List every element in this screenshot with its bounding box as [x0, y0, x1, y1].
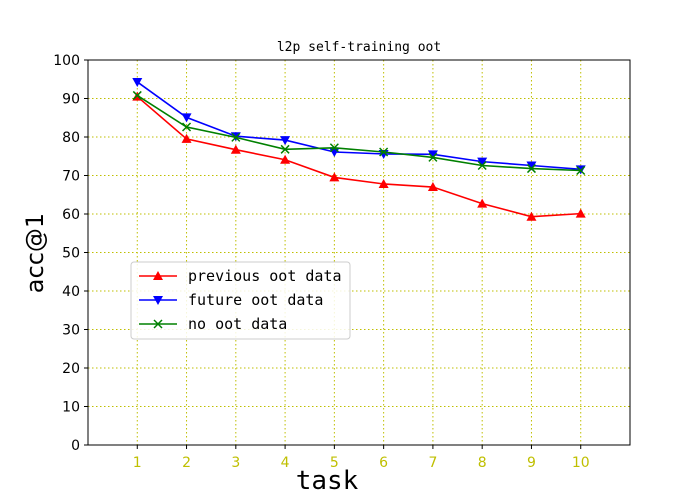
data-point-triangle-up-icon: [477, 198, 488, 208]
legend: previous oot data future oot data no oot d…: [130, 261, 351, 340]
y-tick-label: 50: [62, 246, 80, 262]
series-line-1: [136, 81, 581, 171]
data-point-triangle-up-icon: [378, 178, 389, 188]
legend-box: [130, 261, 351, 340]
triangle-up-icon: [153, 271, 163, 280]
data-point-triangle-down-icon: [526, 161, 537, 171]
x-tick-label: 6: [379, 455, 388, 471]
data-point-x-cross-icon: [379, 147, 389, 157]
x-tick-label: 5: [330, 455, 339, 471]
x-tick-label: 1: [133, 455, 142, 471]
y-tick-label: 60: [62, 207, 80, 223]
data-point-x-cross-icon: [428, 152, 438, 162]
x-tick-label: 4: [281, 455, 290, 471]
y-tick-label: 80: [62, 130, 80, 146]
data-point-x-cross-icon: [526, 164, 536, 174]
data-point-triangle-down-icon: [427, 150, 438, 160]
y-tick-label: 10: [62, 400, 80, 416]
y-tick-label: 100: [53, 53, 80, 69]
y-tick-label: 70: [62, 169, 80, 185]
data-point-x-cross-icon: [132, 90, 142, 100]
grid-lines: [88, 59, 630, 446]
data-point-triangle-up-icon: [329, 172, 340, 182]
series-line-2: [136, 94, 581, 172]
y-tick-label: 40: [62, 284, 80, 300]
x-tick-label: 3: [231, 455, 240, 471]
legend-label: previous oot data: [188, 267, 342, 285]
chart-title: l2p self-training oot: [277, 40, 441, 55]
data-point-triangle-down-icon: [477, 157, 488, 167]
data-point-triangle-down-icon: [280, 136, 291, 146]
x-tick-label: 2: [182, 455, 191, 471]
legend-label: no oot data: [188, 315, 287, 333]
x-tick-label: 9: [527, 455, 536, 471]
data-point-x-cross-icon: [280, 144, 290, 154]
data-point-x-cross-icon: [231, 132, 241, 142]
data-point-triangle-down-icon: [132, 77, 143, 87]
data-point-triangle-up-icon: [526, 211, 537, 221]
x-tick-label: 10: [572, 455, 590, 471]
x-tick-label: 8: [478, 455, 487, 471]
series-line-0: [136, 95, 581, 218]
series-lines: [132, 77, 586, 221]
data-point-x-cross-icon: [576, 165, 586, 176]
y-axis-ticks: 0 10 20 30 40 50 60 70 80 90 100: [53, 53, 88, 454]
data-point-triangle-up-icon: [575, 208, 586, 218]
x-axis-ticks: 1 2 3 4 5 6 7 8 9 10: [133, 445, 590, 471]
data-point-triangle-up-icon: [280, 154, 291, 164]
y-tick-label: 30: [62, 323, 80, 339]
triangle-down-icon: [153, 296, 163, 305]
data-point-triangle-up-icon: [181, 133, 192, 143]
data-point-triangle-down-icon: [181, 113, 192, 123]
data-point-x-cross-icon: [477, 160, 487, 171]
data-point-triangle-up-icon: [427, 182, 438, 192]
x-axis-label: task: [296, 466, 359, 496]
y-tick-label: 20: [62, 361, 80, 377]
x-tick-label: 7: [428, 455, 437, 471]
data-point-x-cross-icon: [182, 122, 192, 132]
y-tick-label: 90: [62, 92, 80, 108]
y-axis-label: acc@1: [21, 213, 49, 293]
x-cross-icon: [153, 319, 163, 329]
data-point-x-cross-icon: [329, 143, 339, 153]
legend-label: future oot data: [188, 291, 323, 309]
data-point-triangle-up-icon: [230, 144, 241, 154]
y-tick-label: 0: [71, 438, 80, 454]
